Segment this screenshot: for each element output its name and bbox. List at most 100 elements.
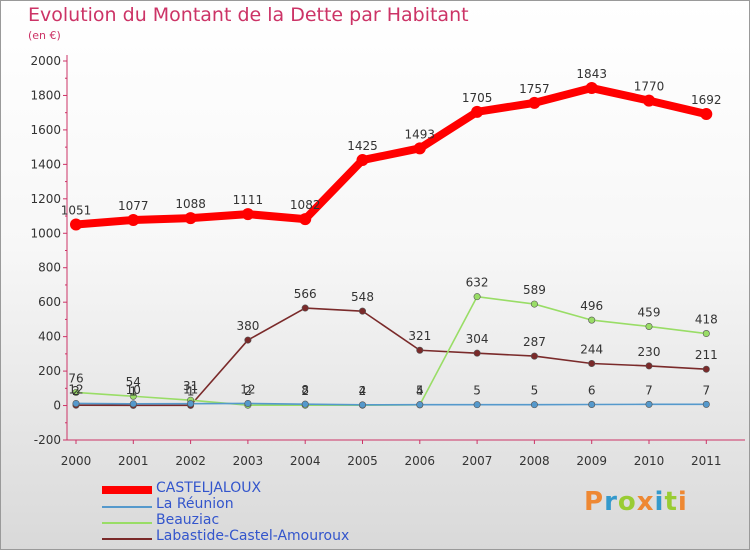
data-label: 1 [187, 384, 195, 398]
data-label: 211 [695, 348, 718, 362]
data-label: 8 [301, 383, 309, 397]
data-point [301, 400, 309, 408]
data-label: 76 [68, 371, 83, 385]
data-label: 1493 [405, 127, 436, 141]
data-point [241, 208, 254, 221]
y-tick-label: 200 [38, 364, 61, 378]
x-tick-label: 2006 [405, 454, 436, 468]
data-label: 31 [183, 379, 198, 393]
data-point [127, 214, 140, 227]
data-label: 11 [183, 383, 198, 397]
y-tick-label: 0 [53, 399, 61, 413]
data-label: 4 [359, 384, 367, 398]
legend-label: La Réunion [156, 496, 234, 512]
data-label: 1077 [118, 199, 149, 213]
legend-swatch [102, 522, 152, 524]
data-point [530, 352, 538, 360]
y-tick-label: 1200 [30, 192, 61, 206]
legend-swatch [102, 538, 152, 540]
data-label: 5 [416, 384, 424, 398]
data-label: 1770 [634, 80, 665, 94]
x-tick-label: 2004 [290, 454, 321, 468]
data-point [471, 105, 484, 118]
y-tick-label: 2000 [30, 54, 61, 68]
data-label: 2 [72, 384, 80, 398]
data-point [643, 94, 655, 107]
data-label: 2 [301, 384, 309, 398]
data-label: 54 [126, 375, 141, 389]
data-point [244, 399, 252, 407]
data-point [358, 307, 366, 315]
data-point [645, 400, 653, 408]
data-label: 459 [638, 305, 661, 319]
data-point [530, 401, 538, 409]
data-label: 1692 [691, 93, 722, 107]
x-tick-label: 2001 [118, 454, 149, 468]
series-line [72, 84, 711, 229]
data-label: 548 [351, 290, 374, 304]
data-point [184, 212, 197, 225]
y-tick-label: 1400 [30, 157, 61, 171]
data-label: 1843 [576, 67, 607, 81]
data-point [473, 293, 481, 301]
legend-label: Beauziac [156, 512, 220, 528]
data-label: 2 [359, 384, 367, 398]
data-label: 5 [473, 384, 481, 398]
x-tick-label: 2002 [175, 454, 206, 468]
data-point [72, 399, 80, 407]
data-label: 5 [531, 384, 539, 398]
x-tick-label: 2008 [519, 454, 550, 468]
data-point [473, 401, 481, 409]
data-point [528, 96, 541, 109]
x-tick-label: 2005 [347, 454, 378, 468]
chart-title: Evolution du Montant de la Dette par Hab… [28, 4, 469, 26]
y-tick-label: 1000 [30, 226, 61, 240]
data-label: 12 [240, 382, 255, 396]
data-label: 589 [523, 283, 546, 297]
data-point [700, 108, 713, 121]
data-label: 10 [126, 383, 141, 397]
y-tick-label: 400 [38, 330, 61, 344]
data-point [70, 218, 82, 231]
chart-subtitle: (en €) [28, 29, 61, 42]
data-point [588, 316, 596, 324]
data-label: 496 [580, 299, 603, 313]
proxiti-logo: Proxiti [584, 487, 688, 517]
data-label: 1111 [233, 193, 264, 207]
y-tick-label: 1600 [30, 123, 61, 137]
x-tick-label: 2009 [576, 454, 607, 468]
data-label: 1757 [519, 82, 550, 96]
data-label: 304 [466, 332, 489, 346]
data-label: 2 [244, 384, 252, 398]
data-label: 1051 [61, 203, 92, 217]
data-label: 1082 [290, 198, 321, 212]
data-label: 230 [638, 345, 661, 359]
data-point [356, 154, 369, 167]
legend-swatch [102, 506, 152, 508]
data-label: 1088 [175, 197, 206, 211]
data-label: 632 [466, 276, 489, 290]
data-label: 244 [580, 343, 603, 357]
data-label: 380 [236, 319, 259, 333]
data-point [585, 82, 598, 95]
data-point [129, 400, 137, 408]
series-line [75, 307, 708, 407]
legend-label: Labastide-Castel-Amouroux [156, 528, 350, 544]
data-label: 7 [702, 383, 710, 397]
data-label: 7 [645, 383, 653, 397]
data-point [702, 400, 710, 408]
data-point [358, 401, 366, 409]
y-tick-label: 1800 [30, 88, 61, 102]
data-point [416, 346, 424, 354]
legend-swatch [102, 486, 152, 494]
data-point [473, 349, 481, 357]
y-tick-label: 600 [38, 295, 61, 309]
data-point [299, 213, 312, 226]
data-label: 321 [408, 329, 431, 343]
x-tick-label: 2011 [691, 454, 722, 468]
data-label: 287 [523, 335, 546, 349]
series-line [75, 402, 708, 406]
data-point [645, 362, 653, 370]
